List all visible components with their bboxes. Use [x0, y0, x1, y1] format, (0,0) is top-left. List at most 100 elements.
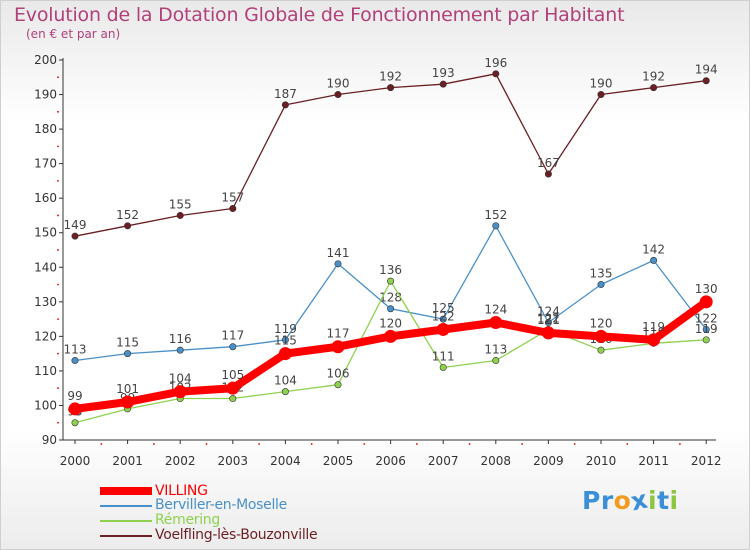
x-tick-label: 2004	[270, 454, 301, 468]
data-label: 152	[484, 208, 507, 222]
y-minor-dot	[57, 76, 59, 79]
y-minor-dot	[57, 387, 59, 390]
x-minor-dot	[258, 443, 260, 445]
data-point	[71, 357, 79, 365]
y-tick-label: 200	[34, 53, 57, 67]
data-point	[544, 319, 552, 327]
data-point	[281, 336, 289, 344]
x-tick-label: 2005	[323, 454, 354, 468]
data-label: 193	[432, 66, 455, 80]
data-point	[492, 222, 500, 230]
data-point	[702, 336, 710, 344]
data-point	[334, 91, 342, 99]
data-label: 187	[274, 87, 297, 101]
legend-label: VILLING	[155, 483, 208, 499]
data-label: 190	[590, 77, 613, 91]
data-label: 194	[695, 63, 718, 77]
y-tick-label: 150	[34, 226, 57, 240]
data-label: 192	[379, 70, 402, 84]
data-label: 136	[379, 263, 402, 277]
data-label: 149	[64, 218, 87, 232]
x-minor-dot	[416, 443, 418, 445]
data-point	[229, 395, 237, 403]
x-minor-dot	[468, 443, 471, 445]
y-minor-dot	[57, 283, 59, 286]
data-point	[331, 340, 345, 354]
data-point	[702, 77, 710, 85]
x-minor-dot	[205, 443, 208, 445]
data-label: 113	[484, 343, 507, 357]
data-point	[544, 170, 552, 178]
y-tick-label: 190	[34, 88, 57, 102]
legend-swatch	[100, 535, 152, 537]
data-point	[387, 305, 395, 313]
data-point	[281, 388, 289, 396]
data-point	[702, 325, 710, 333]
data-point	[71, 232, 79, 240]
data-label: 130	[695, 282, 718, 296]
data-label: 111	[432, 349, 455, 363]
data-point	[387, 277, 395, 285]
data-label: 115	[116, 336, 139, 350]
data-point	[439, 363, 447, 371]
proxiti-logo: Proxiti	[582, 485, 679, 517]
data-label: 124	[537, 305, 560, 319]
y-tick-label: 180	[34, 122, 57, 136]
data-label: 104	[169, 372, 192, 386]
data-point	[124, 350, 132, 358]
x-minor-dot	[521, 443, 523, 445]
data-point	[334, 381, 342, 389]
y-minor-dot	[57, 352, 59, 355]
y-tick-label: 90	[42, 433, 57, 447]
y-tick-label: 140	[34, 260, 57, 274]
x-tick-label: 2012	[691, 454, 722, 468]
data-point	[439, 315, 447, 323]
data-label: 105	[221, 368, 244, 382]
data-label: 120	[590, 316, 613, 330]
x-tick-label: 2003	[218, 454, 249, 468]
data-point	[597, 346, 605, 354]
data-label: 104	[274, 374, 297, 388]
x-minor-dot	[153, 443, 155, 445]
x-tick-label: 2011	[638, 454, 669, 468]
x-tick-label: 2007	[428, 454, 459, 468]
data-label: 122	[432, 309, 455, 323]
data-label: 157	[221, 191, 244, 205]
data-point	[650, 84, 658, 92]
y-minor-dot	[57, 318, 59, 320]
legend-swatch	[100, 487, 152, 495]
data-label: 125	[432, 301, 455, 315]
data-label: 141	[327, 246, 350, 260]
data-label: 192	[642, 70, 665, 84]
data-point	[229, 343, 237, 351]
y-minor-dot	[57, 180, 59, 182]
x-minor-dot	[573, 443, 576, 445]
data-label: 119	[642, 320, 665, 334]
data-point	[647, 333, 661, 347]
y-tick-label: 160	[34, 191, 57, 205]
data-point	[597, 281, 605, 289]
data-point	[173, 385, 187, 399]
y-minor-dot	[57, 214, 59, 217]
y-tick-label: 120	[34, 329, 57, 343]
x-minor-dot	[626, 443, 629, 445]
data-point	[124, 222, 132, 230]
x-tick-label: 2010	[586, 454, 617, 468]
data-point	[229, 205, 237, 213]
data-point	[594, 329, 608, 343]
logo-letter: t	[657, 486, 670, 515]
data-label: 190	[327, 77, 350, 91]
data-label: 117	[327, 327, 350, 341]
data-label: 101	[116, 382, 139, 396]
data-point	[492, 357, 500, 365]
logo-letter: i	[648, 486, 658, 515]
data-point	[439, 80, 447, 88]
data-label: 99	[67, 389, 82, 403]
logo-letter: P	[582, 486, 601, 515]
logo-letter: o	[613, 486, 632, 515]
data-label: 115	[274, 334, 297, 348]
data-label: 122	[695, 311, 718, 325]
y-tick-label: 130	[34, 295, 57, 309]
legend-swatch	[100, 505, 152, 507]
logo-letter: i	[669, 486, 679, 515]
